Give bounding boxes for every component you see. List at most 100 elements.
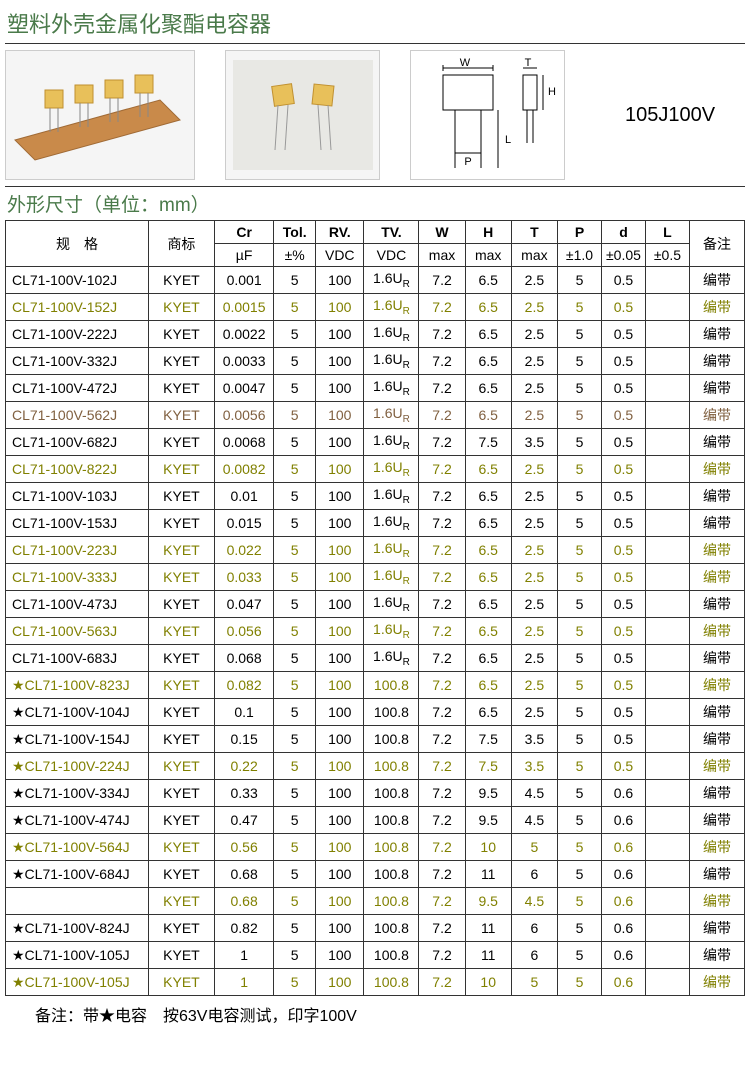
cell-h: 11 bbox=[465, 942, 511, 969]
cell-l bbox=[645, 456, 689, 483]
cell-p: 5 bbox=[558, 429, 602, 456]
col-h: H bbox=[465, 221, 511, 244]
cell-t: 2.5 bbox=[511, 321, 557, 348]
cell-spec: ★CL71-100V-104J bbox=[6, 699, 149, 726]
cell-h: 6.5 bbox=[465, 402, 511, 429]
cell-h: 9.5 bbox=[465, 780, 511, 807]
cell-w: 7.2 bbox=[419, 267, 465, 294]
cell-rv: 100 bbox=[316, 888, 364, 915]
cell-spec: ★CL71-100V-105J bbox=[6, 942, 149, 969]
cell-p: 5 bbox=[558, 510, 602, 537]
table-row: CL71-100V-822JKYET0.008251001.6UR7.26.52… bbox=[6, 456, 745, 483]
cell-tv: 1.6UR bbox=[364, 456, 419, 483]
cell-l bbox=[645, 375, 689, 402]
cell-rv: 100 bbox=[316, 456, 364, 483]
cell-p: 5 bbox=[558, 483, 602, 510]
cell-cr: 0.022 bbox=[214, 537, 273, 564]
col-tv: TV. bbox=[364, 221, 419, 244]
cell-l bbox=[645, 861, 689, 888]
cell-tol: 5 bbox=[274, 672, 316, 699]
cell-cr: 1 bbox=[214, 942, 273, 969]
spec-table: 规 格 商标 Cr Tol. RV. TV. W H T P d L 备注 µF… bbox=[5, 220, 745, 996]
cell-note: 编带 bbox=[689, 645, 744, 672]
cell-t: 2.5 bbox=[511, 267, 557, 294]
cell-rv: 100 bbox=[316, 861, 364, 888]
cell-brand: KYET bbox=[148, 942, 214, 969]
cell-rv: 100 bbox=[316, 969, 364, 996]
footnote: 备注：带★电容 按63V电容测试，印字100V bbox=[5, 996, 745, 1028]
cell-h: 6.5 bbox=[465, 483, 511, 510]
cell-tv: 100.8 bbox=[364, 942, 419, 969]
cell-w: 7.2 bbox=[419, 456, 465, 483]
cell-p: 5 bbox=[558, 780, 602, 807]
cell-note: 编带 bbox=[689, 672, 744, 699]
cell-spec: ★CL71-100V-224J bbox=[6, 753, 149, 780]
svg-text:W: W bbox=[459, 57, 470, 69]
cell-l bbox=[645, 294, 689, 321]
cell-spec: CL71-100V-683J bbox=[6, 645, 149, 672]
cell-p: 5 bbox=[558, 834, 602, 861]
cell-w: 7.2 bbox=[419, 618, 465, 645]
cell-l bbox=[645, 942, 689, 969]
cell-rv: 100 bbox=[316, 402, 364, 429]
cell-p: 5 bbox=[558, 537, 602, 564]
cell-brand: KYET bbox=[148, 564, 214, 591]
cell-p: 5 bbox=[558, 267, 602, 294]
cell-tv: 1.6UR bbox=[364, 483, 419, 510]
table-row: CL71-100V-153JKYET0.01551001.6UR7.26.52.… bbox=[6, 510, 745, 537]
cell-w: 7.2 bbox=[419, 591, 465, 618]
cell-brand: KYET bbox=[148, 780, 214, 807]
cell-rv: 100 bbox=[316, 294, 364, 321]
col-cr: Cr bbox=[214, 221, 273, 244]
cell-w: 7.2 bbox=[419, 915, 465, 942]
cell-p: 5 bbox=[558, 294, 602, 321]
cell-t: 2.5 bbox=[511, 645, 557, 672]
cell-d: 0.5 bbox=[601, 456, 645, 483]
cell-p: 5 bbox=[558, 699, 602, 726]
cell-tol: 5 bbox=[274, 915, 316, 942]
cell-note: 编带 bbox=[689, 834, 744, 861]
cell-brand: KYET bbox=[148, 456, 214, 483]
cell-h: 11 bbox=[465, 915, 511, 942]
cell-l bbox=[645, 591, 689, 618]
col-brand: 商标 bbox=[148, 221, 214, 267]
cell-cr: 0.0022 bbox=[214, 321, 273, 348]
cell-d: 0.5 bbox=[601, 375, 645, 402]
col-w: W bbox=[419, 221, 465, 244]
cell-spec: ★CL71-100V-564J bbox=[6, 834, 149, 861]
cell-cr: 0.15 bbox=[214, 726, 273, 753]
cell-rv: 100 bbox=[316, 672, 364, 699]
cell-brand: KYET bbox=[148, 834, 214, 861]
cell-brand: KYET bbox=[148, 402, 214, 429]
cell-l bbox=[645, 807, 689, 834]
cell-t: 3.5 bbox=[511, 429, 557, 456]
cell-h: 11 bbox=[465, 861, 511, 888]
cell-t: 5 bbox=[511, 969, 557, 996]
cell-t: 2.5 bbox=[511, 456, 557, 483]
cell-cr: 0.22 bbox=[214, 753, 273, 780]
cell-h: 6.5 bbox=[465, 672, 511, 699]
cell-tol: 5 bbox=[274, 510, 316, 537]
cell-h: 6.5 bbox=[465, 321, 511, 348]
cell-h: 6.5 bbox=[465, 510, 511, 537]
cell-w: 7.2 bbox=[419, 321, 465, 348]
cell-t: 2.5 bbox=[511, 618, 557, 645]
cell-w: 7.2 bbox=[419, 402, 465, 429]
cell-h: 6.5 bbox=[465, 618, 511, 645]
cell-tol: 5 bbox=[274, 645, 316, 672]
cell-w: 7.2 bbox=[419, 564, 465, 591]
table-row: KYET0.685100100.87.29.54.550.6编带 bbox=[6, 888, 745, 915]
cell-brand: KYET bbox=[148, 537, 214, 564]
cell-cr: 0.047 bbox=[214, 591, 273, 618]
cell-t: 2.5 bbox=[511, 564, 557, 591]
cell-d: 0.6 bbox=[601, 780, 645, 807]
cell-tol: 5 bbox=[274, 429, 316, 456]
cell-d: 0.5 bbox=[601, 699, 645, 726]
cell-cr: 0.0068 bbox=[214, 429, 273, 456]
cell-w: 7.2 bbox=[419, 510, 465, 537]
cell-l bbox=[645, 888, 689, 915]
table-row: CL71-100V-682JKYET0.006851001.6UR7.27.53… bbox=[6, 429, 745, 456]
table-row: ★CL71-100V-224JKYET0.225100100.87.27.53.… bbox=[6, 753, 745, 780]
cell-spec: ★CL71-100V-824J bbox=[6, 915, 149, 942]
cell-tv: 100.8 bbox=[364, 915, 419, 942]
